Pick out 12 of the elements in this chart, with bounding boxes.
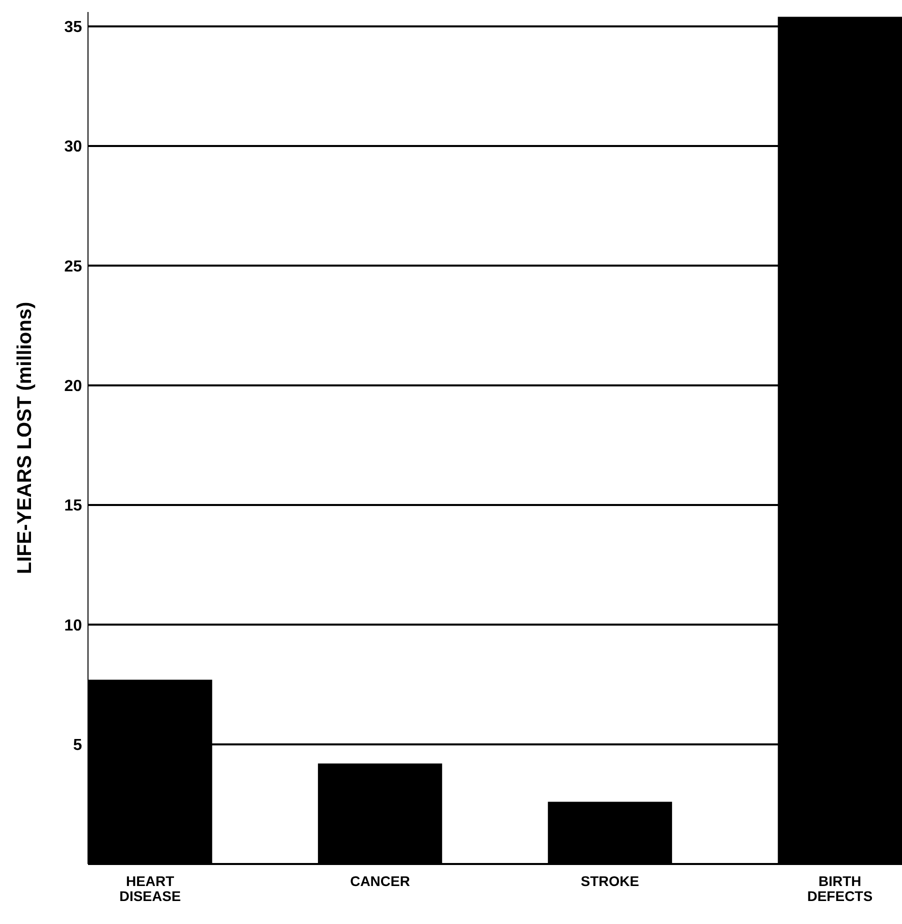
y-tick-label: 35 <box>64 18 82 36</box>
y-tick-label: 5 <box>73 736 82 754</box>
y-axis-title: LIFE-YEARS LOST (millions) <box>14 302 36 574</box>
y-tick-label: 30 <box>64 138 82 156</box>
y-tick-label: 15 <box>64 498 82 515</box>
x-tick-label: HEART DISEASE <box>119 873 181 904</box>
x-tick-label: STROKE <box>580 873 640 889</box>
y-tick-label: 20 <box>64 378 82 395</box>
x-tick-label: CANCER <box>350 873 410 889</box>
y-tick-label: 25 <box>64 258 82 276</box>
y-tick-label: 10 <box>64 617 82 634</box>
x-tick-label: BIRTH DEFECTS <box>807 873 873 904</box>
